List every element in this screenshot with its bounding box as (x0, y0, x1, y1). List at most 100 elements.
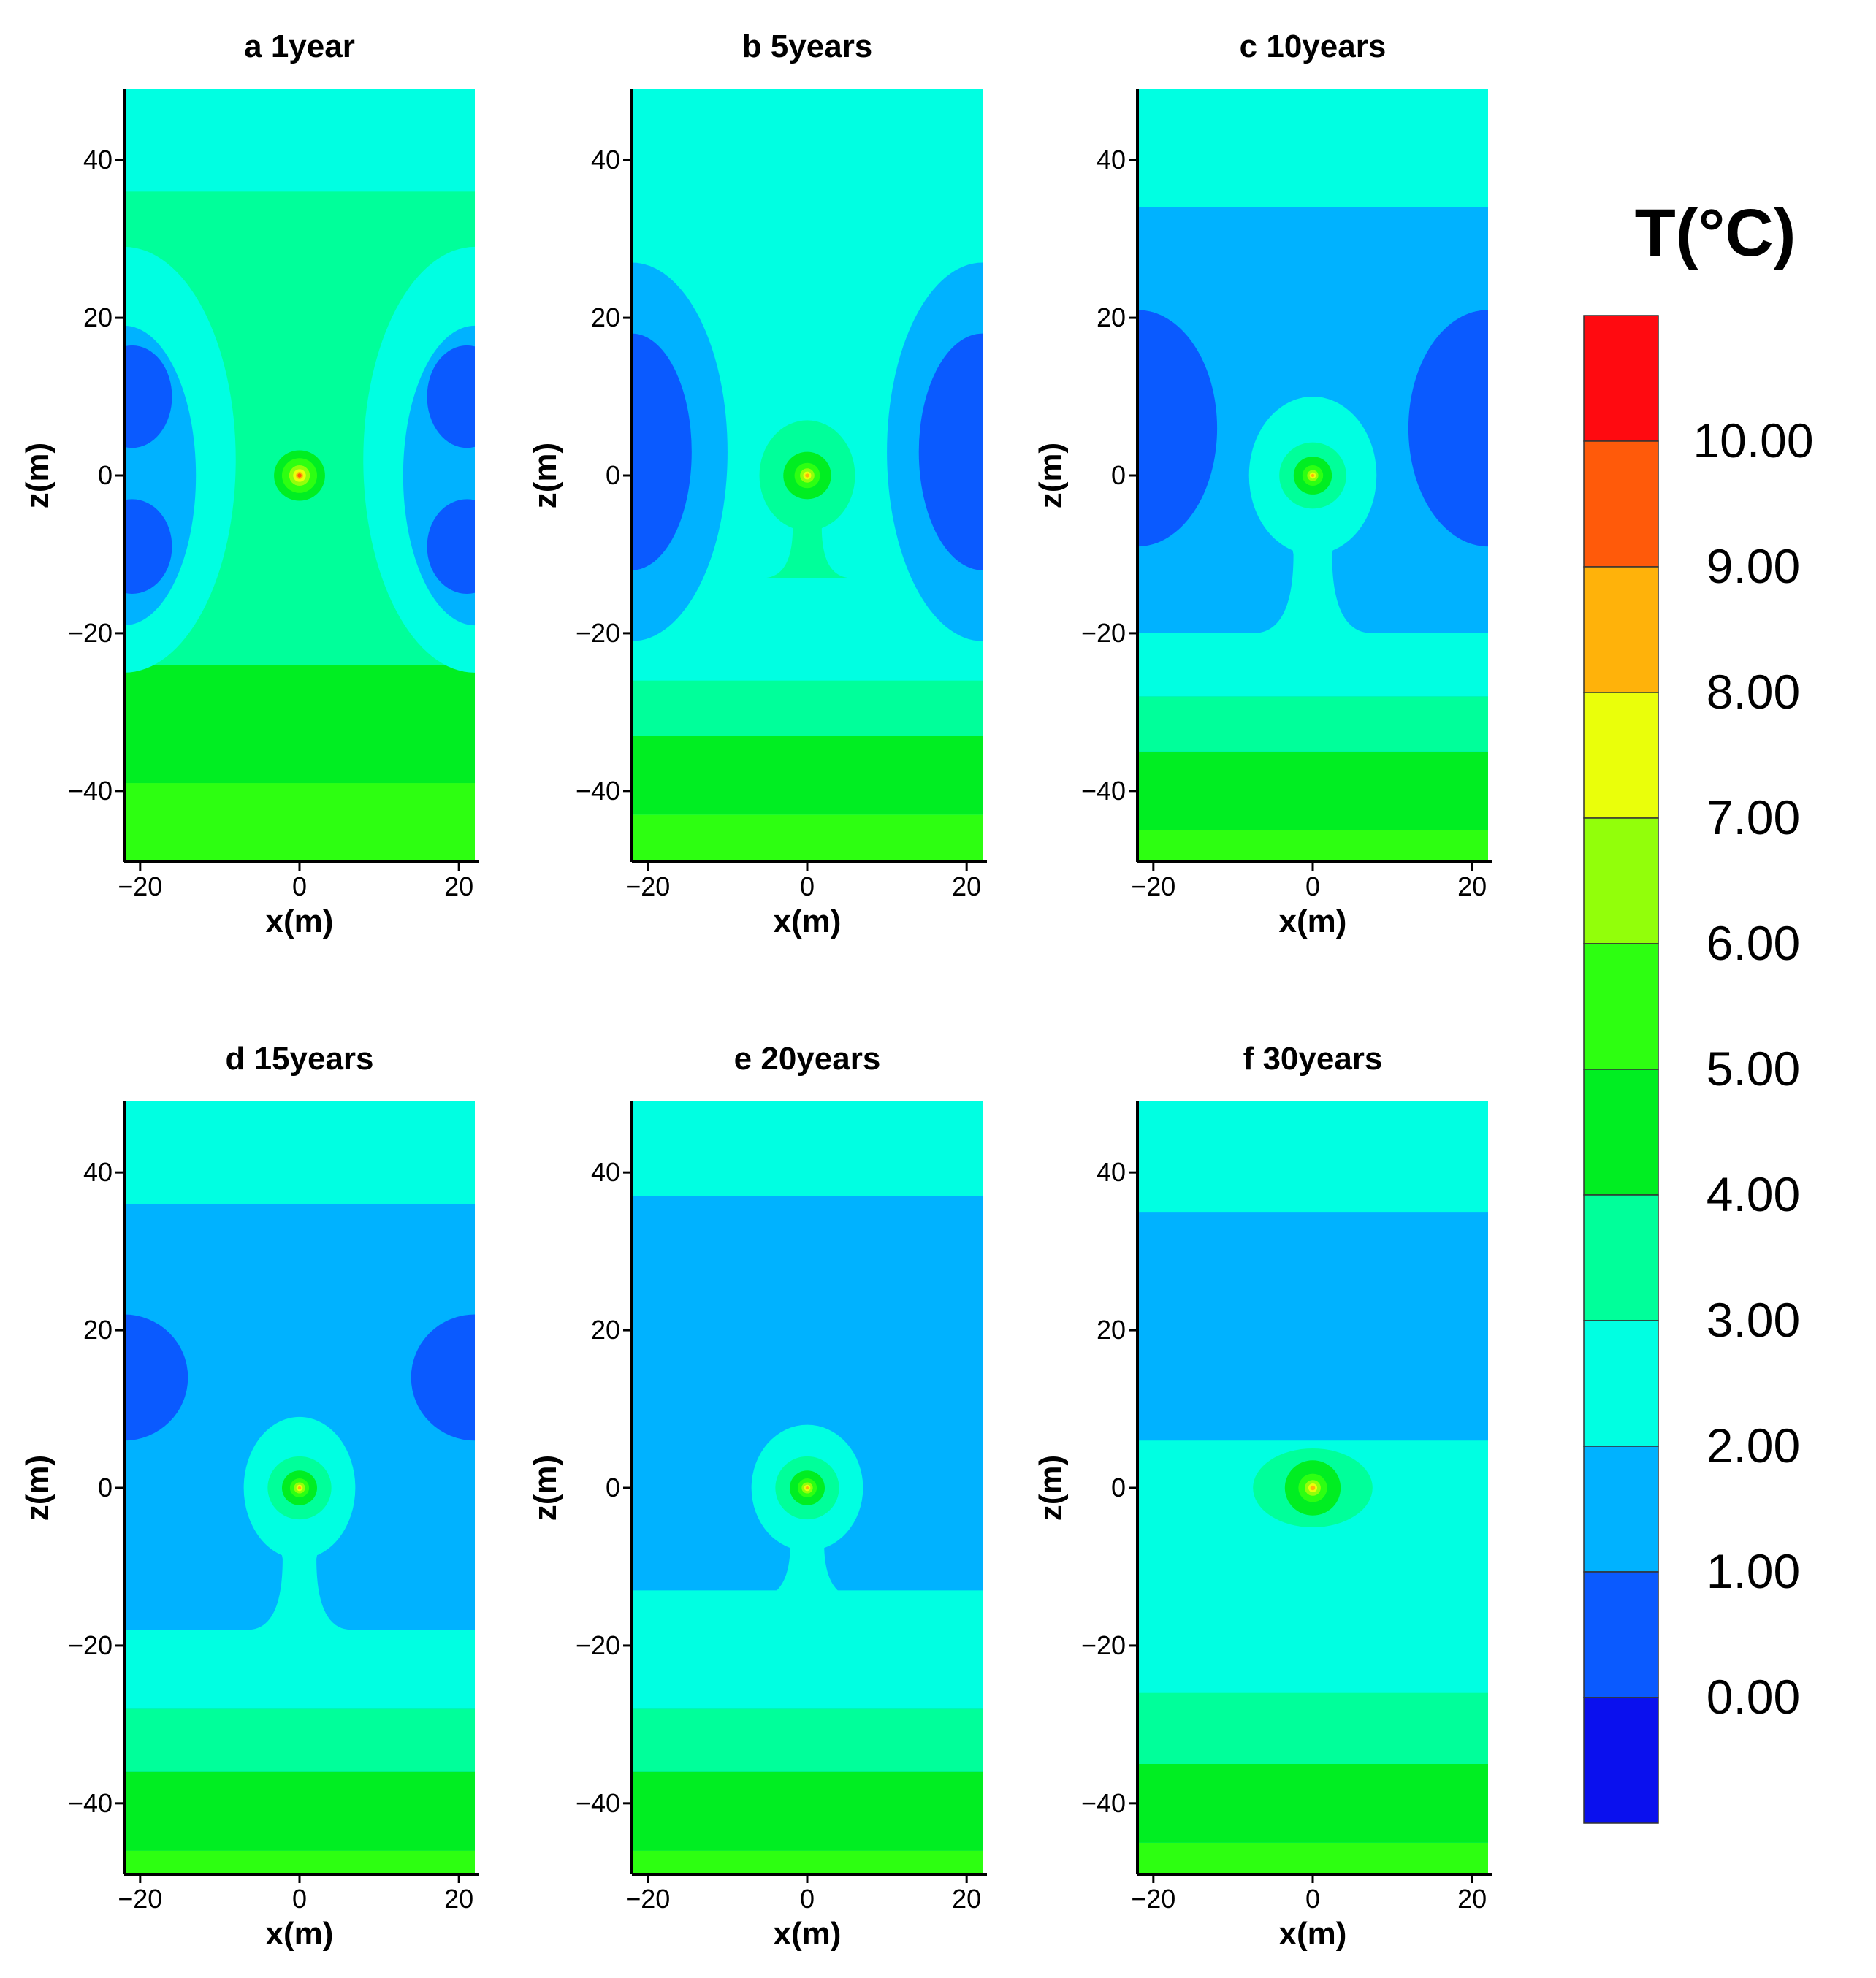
x-tick-label: 0 (1305, 1884, 1320, 1914)
cold-zone (427, 345, 475, 448)
y-tick-label: −20 (68, 618, 113, 648)
y-tick-label: 20 (1097, 302, 1126, 332)
x-tick-label: −20 (1131, 871, 1175, 901)
y-tick-label: 40 (591, 145, 620, 175)
temperature-field (632, 1101, 983, 1874)
source-contour (297, 473, 302, 478)
x-tick-label: −20 (118, 871, 162, 901)
colorbar-tick-label: 9.00 (1707, 539, 1800, 593)
temperature-field (124, 1101, 475, 1874)
source-contour (1311, 473, 1315, 478)
y-tick-label: 0 (1111, 1473, 1126, 1502)
x-axis-label: x(m) (1279, 1916, 1347, 1952)
y-axis-label: z(m) (20, 443, 56, 508)
y-tick-label: −20 (576, 1630, 620, 1660)
y-tick-label: 20 (83, 302, 113, 332)
y-tick-label: −20 (1081, 618, 1126, 648)
contour-panel-3: 40 20 0 −20 −40 −20 0 20 x(m) z(m) c 10years (1033, 28, 1492, 939)
x-axis-label: x(m) (774, 904, 842, 939)
cold-zone (124, 1314, 188, 1441)
contour-band (632, 1771, 983, 1851)
colorbar-segment (1583, 440, 1659, 568)
y-tick-label: 40 (83, 145, 113, 175)
x-tick-label: −20 (1131, 1884, 1175, 1914)
y-tick-label: 0 (1111, 460, 1126, 490)
x-axis-label: x(m) (266, 1916, 334, 1952)
contour-band (632, 736, 983, 815)
colorbar-segment (1583, 1194, 1659, 1321)
source-contour (805, 473, 809, 478)
y-tick-label: −20 (576, 618, 620, 648)
y-tick-label: −40 (68, 1788, 113, 1818)
x-tick-label: 20 (952, 1884, 981, 1914)
source-contour (805, 1486, 809, 1490)
colorbar-segment (1583, 1446, 1659, 1573)
source-contour (1310, 1485, 1316, 1491)
contour-band (632, 1708, 983, 1772)
source-contour (297, 1486, 302, 1490)
y-tick-label: 40 (83, 1157, 113, 1187)
x-axis-label: x(m) (266, 904, 334, 939)
panel-title: d 15years (225, 1041, 373, 1077)
cold-zone (411, 1314, 475, 1441)
colorbar-tick-label: 8.00 (1707, 665, 1800, 719)
y-axis-label: z(m) (527, 443, 563, 508)
y-tick-label: 0 (98, 460, 113, 490)
panel-title: f 30years (1243, 1041, 1383, 1077)
colorbar-title: T(°C) (1635, 196, 1796, 270)
contour-band (1137, 633, 1488, 697)
y-tick-label: 0 (98, 1473, 113, 1502)
x-tick-label: 20 (1457, 1884, 1487, 1914)
contour-band (1137, 696, 1488, 752)
colorbar-tick-label: 4.00 (1707, 1167, 1800, 1221)
contour-band (124, 1101, 475, 1204)
y-tick-label: −40 (576, 1788, 620, 1818)
contour-band (124, 89, 475, 192)
contour-band (124, 1708, 475, 1772)
colorbar-segment (1583, 566, 1659, 693)
colorbar-tick-label: 6.00 (1707, 916, 1800, 970)
y-tick-label: 40 (591, 1157, 620, 1187)
contour-band (1137, 830, 1488, 862)
y-tick-label: −20 (1081, 1630, 1126, 1660)
contour-band (1137, 1692, 1488, 1764)
temperature-field (124, 89, 475, 862)
contour-band (124, 1850, 475, 1874)
contour-band (1137, 1763, 1488, 1843)
x-tick-label: 20 (952, 871, 981, 901)
temperature-field (1137, 89, 1488, 862)
y-tick-label: 20 (83, 1315, 113, 1345)
colorbar-tick-label: 10.00 (1693, 413, 1813, 467)
contour-band (632, 1101, 983, 1196)
colorbar-segment (1583, 315, 1659, 442)
colorbar-tick-label: 2.00 (1707, 1418, 1800, 1473)
contour-panel-6: 40 20 0 −20 −40 −20 0 20 x(m) z(m) f 30years (1033, 1041, 1492, 1952)
contour-panel-4: 40 20 0 −20 −40 −20 0 20 x(m) z(m) d 15years (20, 1041, 479, 1952)
x-axis-label: x(m) (1279, 904, 1347, 939)
panel-title: c 10years (1240, 28, 1387, 64)
x-tick-label: −20 (118, 1884, 162, 1914)
contour-panel-5: 40 20 0 −20 −40 −20 0 20 x(m) z(m) e 20years (527, 1041, 987, 1952)
cold-zone (1408, 310, 1488, 547)
contour-band (124, 665, 475, 784)
colorbar-segment (1583, 817, 1659, 944)
y-tick-label: 0 (606, 1473, 620, 1502)
x-tick-label: −20 (625, 871, 670, 901)
colorbar-tick-label: 0.00 (1707, 1670, 1800, 1724)
cold-zone (632, 333, 692, 570)
contour-band (124, 783, 475, 862)
contour-band (632, 1850, 983, 1874)
y-tick-label: −40 (1081, 1788, 1126, 1818)
x-tick-label: 0 (292, 871, 307, 901)
colorbar: 0.00 1.00 2.00 3.00 4.00 5.00 6.00 7.00 8.00 9.00… (1583, 196, 1814, 1824)
x-tick-label: 0 (292, 1884, 307, 1914)
colorbar-segment (1583, 1069, 1659, 1196)
contour-band (1137, 89, 1488, 207)
cold-zone (427, 499, 475, 594)
contour-band (1137, 1842, 1488, 1874)
y-axis-label: z(m) (1033, 443, 1069, 508)
contour-band (632, 1590, 983, 1709)
panel-title: b 5years (742, 28, 873, 64)
colorbar-tick-label: 7.00 (1707, 790, 1800, 844)
x-tick-label: 20 (1457, 871, 1487, 901)
